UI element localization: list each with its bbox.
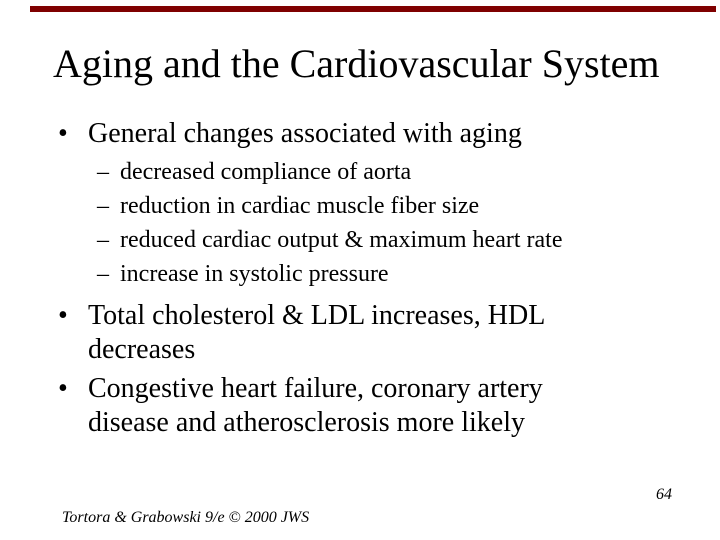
- sub-bullet-item-2: – reduction in cardiac muscle fiber size: [97, 189, 617, 223]
- sub-bullet-item-1-label: decreased compliance of aorta: [120, 159, 412, 185]
- dash-bullet-icon: –: [97, 261, 109, 287]
- bullet-item-2: • Total cholesterol & LDL increases, HDL…: [55, 299, 617, 367]
- sub-bullet-item-4-label: increase in systolic pressure: [120, 261, 389, 287]
- top-accent-rule: [30, 6, 716, 12]
- sub-bullet-item-1: – decreased compliance of aorta: [97, 155, 617, 189]
- bullet-item-1: • General changes associated with aging: [55, 117, 617, 151]
- page-number: 64: [656, 486, 672, 503]
- bullet-icon: •: [58, 373, 68, 404]
- dash-bullet-icon: –: [97, 159, 109, 185]
- bullet-item-2-label: Total cholesterol & LDL increases, HDL d…: [88, 300, 545, 365]
- sub-bullet-item-2-label: reduction in cardiac muscle fiber size: [120, 193, 480, 219]
- bullet-item-3: • Congestive heart failure, coronary art…: [55, 372, 617, 440]
- bullet-icon: •: [58, 118, 68, 149]
- bullet-item-1-label: General changes associated with aging: [88, 118, 522, 149]
- sub-bullet-item-4: – increase in systolic pressure: [97, 257, 617, 291]
- sub-bullet-item-3: – reduced cardiac output & maximum heart…: [97, 223, 617, 257]
- bullet-item-3-label: Congestive heart failure, coronary arter…: [88, 373, 543, 438]
- slide-title: Aging and the Cardiovascular System: [53, 41, 660, 86]
- footer-citation: Tortora & Grabowski 9/e © 2000 JWS: [62, 509, 310, 526]
- dash-bullet-icon: –: [97, 227, 109, 253]
- bullet-icon: •: [58, 300, 68, 331]
- sub-bullet-item-3-label: reduced cardiac output & maximum heart r…: [120, 227, 563, 253]
- sub-bullet-list: – decreased compliance of aorta – reduct…: [55, 155, 617, 291]
- dash-bullet-icon: –: [97, 193, 109, 219]
- slide-body: • General changes associated with aging …: [55, 117, 617, 440]
